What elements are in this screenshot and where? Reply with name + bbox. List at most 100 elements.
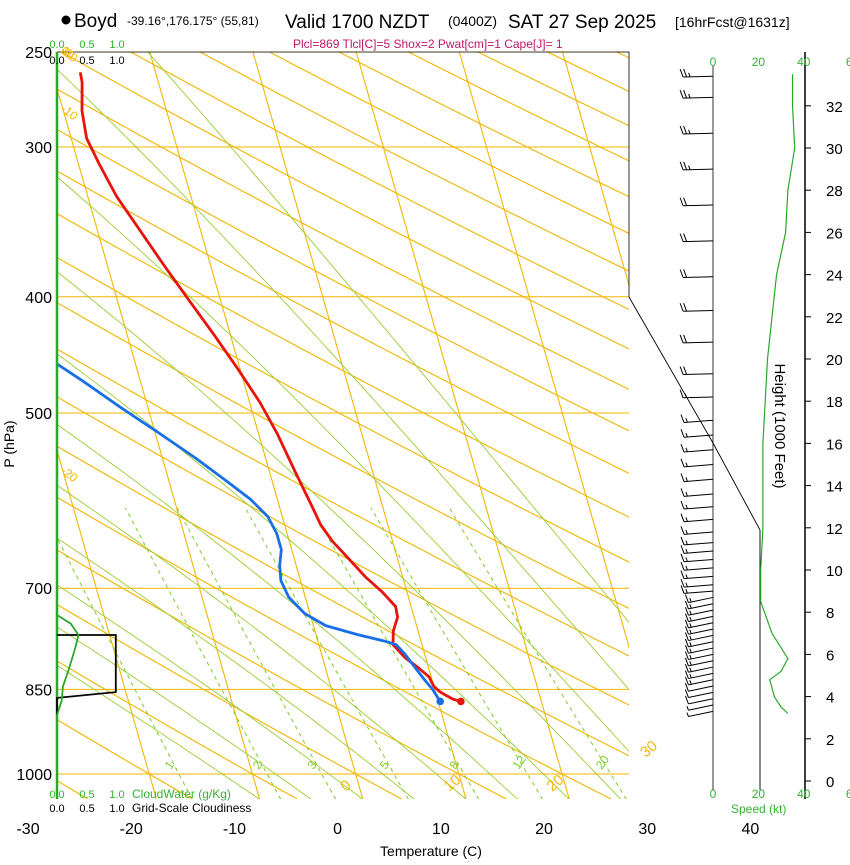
- temperature-tick-label: 0: [333, 821, 342, 838]
- wind-barb-half-flag: [690, 661, 692, 665]
- height-tick-label: 4: [826, 690, 834, 707]
- cloudiness-tick-bottom: 0.0: [49, 803, 64, 815]
- wind-barb-flag: [680, 162, 683, 170]
- wind-barb: [680, 366, 713, 374]
- mixing-ratio-line: [177, 508, 336, 799]
- wind-barb-shaft: [688, 648, 713, 653]
- wind-barb-shaft: [683, 169, 713, 170]
- height-tick-label: 12: [826, 521, 843, 538]
- wind-barb-half-flag: [690, 655, 692, 659]
- wind-barb-shaft: [688, 642, 713, 647]
- wind-barb-half-flag: [686, 463, 688, 467]
- wind-barb-shaft: [684, 465, 713, 467]
- wind-barb-shaft: [683, 97, 713, 98]
- height-tick-label: 30: [826, 141, 843, 158]
- wind-barb-shaft: [684, 494, 713, 496]
- cloudwater-tick-top: 1.0: [109, 39, 124, 51]
- wind-barb-shaft: [684, 551, 713, 553]
- wind-barb-half-flag: [686, 492, 688, 496]
- wind-barb-half-flag: [686, 418, 688, 422]
- wind-barb-flag: [684, 126, 687, 134]
- wind-barb: [680, 390, 713, 398]
- pressure-tick-label: 300: [25, 140, 52, 157]
- mixing-ratio-label: 3: [304, 758, 319, 772]
- moist-adiabat-line: [0, 31, 363, 800]
- wind-barb-half-flag: [689, 130, 691, 134]
- height-tick-label: 18: [826, 394, 843, 411]
- wind-barb-half-flag: [686, 566, 688, 570]
- wind-barb-shaft: [684, 507, 713, 509]
- wind-barb-half-flag: [690, 636, 692, 640]
- wind-barb-flag: [680, 234, 683, 242]
- speed-tick-bottom: 6: [846, 787, 850, 801]
- wind-barb-half-flag: [686, 477, 688, 481]
- cloudiness-tick-top: 0.0: [49, 55, 64, 67]
- height-tick-label: 20: [826, 352, 843, 369]
- wind-barb-shaft: [683, 397, 713, 398]
- wind-barb-shaft: [683, 76, 713, 77]
- speed-tick-top: 40: [797, 55, 811, 69]
- forecast-run: [16hrFcst@1631z]: [675, 14, 790, 30]
- isotherm-line: [247, 30, 475, 830]
- wind-barb: [680, 162, 713, 170]
- wind-barb: [681, 537, 713, 545]
- wind-barb-flag: [684, 90, 687, 98]
- height-tick-label: 2: [826, 732, 834, 749]
- moist-adiabat-line: [0, 31, 673, 800]
- wind-barb-half-flag: [686, 589, 688, 593]
- wind-barb-flag: [680, 198, 683, 206]
- wind-barb-half-flag: [686, 530, 688, 534]
- sloped-isotherm-label: 30: [637, 737, 661, 761]
- wind-barb-half-flag: [690, 649, 692, 653]
- wind-barb: [681, 429, 713, 437]
- cloudiness-tick-top: 1.0: [109, 55, 124, 67]
- mixing-ratio-line: [125, 508, 280, 799]
- forecast-date: SAT 27 Sep 2025: [508, 12, 656, 33]
- cloudwater-tick-bottom: 1.0: [109, 789, 124, 801]
- dewpoint-surface-point: [436, 698, 444, 706]
- wind-barb-shaft: [688, 623, 713, 628]
- dry-adiabat-line: [0, 30, 140, 830]
- wind-barb-flag: [681, 444, 684, 452]
- wind-barb-half-flag: [690, 604, 692, 608]
- wind-barb-shaft: [684, 420, 713, 422]
- cloudwater-tick-bottom: 0.5: [79, 789, 94, 801]
- wind-barb-half-flag: [685, 394, 687, 398]
- wind-barb: [680, 69, 713, 77]
- wind-barb-shaft: [688, 692, 713, 697]
- wind-barb-shaft: [683, 205, 713, 206]
- wind-barb-half-flag: [690, 598, 692, 602]
- wind-barb: [681, 474, 713, 482]
- sloped-isotherm-label: 0: [337, 777, 354, 795]
- mixing-ratio-line: [245, 508, 408, 799]
- wind-barb-shaft: [683, 374, 713, 375]
- dry-adiabat-line: [22, 30, 850, 830]
- wind-barb-shaft: [688, 667, 713, 672]
- wind-barb-half-flag: [686, 541, 688, 545]
- plot-boundary: [57, 52, 629, 297]
- wind-barb-shaft: [688, 604, 713, 609]
- dry-adiabat-line: [0, 30, 460, 830]
- dry-adiabat-line: [0, 30, 850, 830]
- wind-barb-shaft: [688, 686, 713, 691]
- temperature-tick-label: 30: [638, 821, 656, 838]
- station-marker-icon: [62, 16, 71, 25]
- wind-barb-flag: [684, 234, 687, 242]
- pressure-tick-label: 500: [25, 406, 52, 423]
- dry-adiabat-line: [503, 30, 850, 830]
- dewpoint-line: [0, 64, 440, 701]
- wind-barb-flag: [681, 459, 684, 467]
- height-tick-label: 8: [826, 605, 834, 622]
- cloudiness-tick-bottom: 0.5: [79, 803, 94, 815]
- wind-barb-shaft: [684, 450, 713, 452]
- wind-barb-shaft: [688, 629, 713, 634]
- wind-barb-shaft: [688, 610, 713, 615]
- wind-barb: [680, 198, 713, 206]
- wind-barb-flag: [681, 562, 684, 570]
- wind-barb-half-flag: [690, 617, 692, 621]
- stability-indices: Plcl=869 Tlcl[C]=5 Shox=2 Pwat[cm]=1 Cap…: [293, 37, 563, 51]
- wind-barb-half-flag: [686, 549, 688, 553]
- wind-barb-half-flag: [689, 73, 691, 77]
- wind-barb-flag: [681, 537, 684, 545]
